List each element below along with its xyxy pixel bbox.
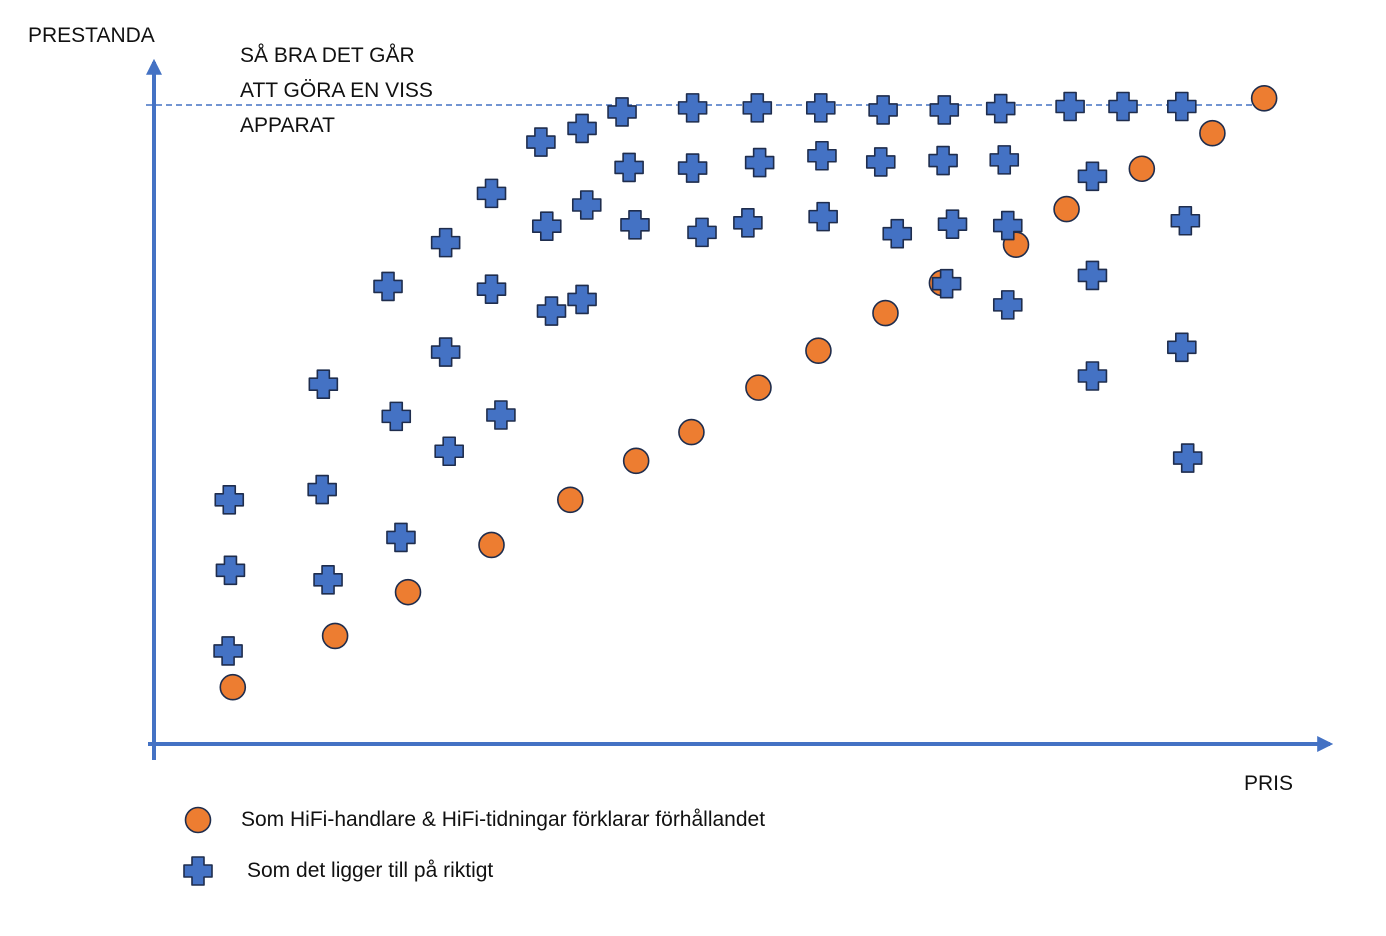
cross-point	[808, 201, 838, 232]
cross-point	[985, 93, 1016, 124]
cross-point	[308, 369, 339, 400]
cross-point	[386, 522, 416, 553]
cross-point	[567, 284, 597, 315]
cross-point	[373, 271, 403, 302]
cross-point	[929, 95, 960, 125]
cross-point	[1172, 443, 1203, 473]
scatter-points	[213, 85, 1278, 701]
cross-point	[992, 290, 1023, 320]
circle-point	[622, 447, 650, 475]
circle-point	[321, 622, 349, 650]
circle-point	[745, 374, 772, 401]
legend-label: Som HiFi-handlare & HiFi-tidningar förkl…	[241, 808, 766, 831]
circle-point	[1128, 155, 1156, 183]
cross-point	[733, 207, 763, 238]
cross-point	[313, 565, 343, 595]
cross-point	[687, 217, 717, 248]
cross-point	[865, 147, 896, 177]
cross-point	[476, 178, 507, 209]
cross-point	[989, 145, 1020, 175]
cross-point	[571, 190, 602, 220]
cross-point	[1077, 260, 1108, 291]
cross-point	[215, 555, 246, 586]
annotation-line: ATT GÖRA EN VISS	[240, 79, 433, 102]
cross-point	[882, 218, 913, 249]
cross-point	[1077, 161, 1108, 192]
cross-point	[607, 97, 637, 127]
cross-point	[742, 93, 773, 123]
cross-point	[476, 274, 507, 304]
cross-point	[807, 140, 837, 171]
annotation-line: APPARAT	[240, 114, 335, 137]
cross-point	[1167, 332, 1197, 363]
circle-point	[872, 299, 899, 327]
cross-point	[430, 337, 461, 367]
cross-icon	[183, 856, 213, 886]
cross-point	[931, 268, 962, 299]
cross-point	[213, 636, 243, 666]
cross-point	[992, 210, 1023, 241]
cross-point	[1108, 91, 1138, 122]
cross-point	[536, 296, 567, 326]
cross-point	[434, 436, 464, 467]
y-axis-label: PRESTANDA	[28, 24, 155, 47]
cross-point	[567, 113, 597, 144]
x-axis-label: PRIS	[1244, 772, 1294, 795]
cross-point	[1170, 205, 1201, 236]
annotation-line: SÅ BRA DET GÅR	[240, 44, 415, 67]
circle-point	[678, 418, 705, 446]
legend-label: Som det ligger till på riktigt	[247, 859, 494, 882]
legend-item-circle: Som HiFi-handlare & HiFi-tidningar förkl…	[180, 802, 765, 838]
cross-point	[381, 401, 412, 432]
cross-point	[307, 474, 337, 505]
cross-point	[486, 400, 516, 430]
circle-point	[219, 673, 247, 701]
circle-point	[1250, 85, 1278, 112]
cross-point	[531, 211, 562, 242]
circle-icon	[184, 806, 212, 834]
cross-point	[614, 152, 644, 183]
ceiling-annotation: SÅ BRA DET GÅR ATT GÖRA EN VISS APPARAT	[240, 38, 433, 143]
cross-point	[430, 227, 461, 258]
cross-point	[744, 147, 775, 178]
cross-point	[1077, 361, 1108, 391]
circle-point	[1199, 119, 1226, 147]
cross-point	[937, 209, 968, 239]
cross-point	[677, 153, 708, 183]
cross-point	[526, 127, 556, 157]
cross-point	[214, 485, 245, 515]
cross-point	[1167, 91, 1197, 122]
cross-point	[1055, 91, 1085, 122]
cross-point	[805, 93, 836, 123]
cross-point	[928, 145, 958, 176]
circle-point	[805, 337, 832, 365]
circle-point	[478, 531, 505, 559]
circle-point	[557, 486, 584, 514]
circle-point	[394, 578, 422, 606]
cross-point	[868, 95, 898, 125]
legend-item-cross: Som det ligger till på riktigt	[180, 853, 493, 889]
cross-point	[620, 210, 650, 240]
cross-point	[677, 93, 708, 123]
circle-point	[1053, 195, 1080, 223]
